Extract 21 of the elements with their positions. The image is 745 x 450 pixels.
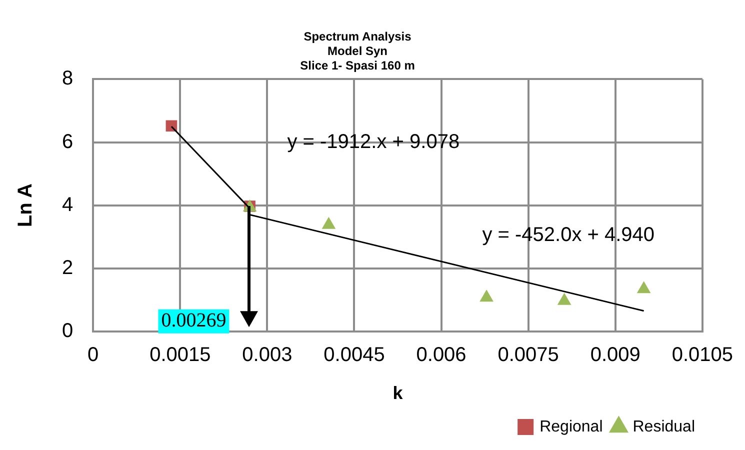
x-axis-title: k — [392, 383, 404, 404]
y-tick-label: 8 — [62, 68, 74, 90]
x-tick-label: 0.0105 — [672, 344, 733, 366]
x-tick-label: 0.009 — [590, 344, 640, 366]
x-tick-label: 0 — [88, 344, 99, 366]
annotation: y = -1912.x + 9.078 — [287, 130, 460, 153]
y-tick-label: 0 — [62, 320, 74, 342]
x-tick-label: 0.0015 — [150, 344, 211, 366]
x-tick-label: 0.003 — [242, 344, 292, 366]
y-tick-label: 4 — [62, 194, 74, 216]
y-tick-label: 2 — [62, 256, 74, 279]
chart-title: Spectrum Analysis Model Syn Slice 1- Spasi 160 m — [300, 30, 415, 72]
annotation: y = -452.0x + 4.940 — [482, 224, 655, 246]
y-axis-title: Ln A — [14, 183, 37, 228]
x-tick-label: 0.0075 — [498, 344, 559, 366]
x-tick-label: 0.006 — [416, 344, 466, 366]
ref-line-label: 0.00269 — [161, 310, 226, 332]
legend-label: Regional — [540, 418, 603, 436]
y-tick-label: 6 — [62, 130, 74, 153]
x-tick-label: 0.0045 — [324, 344, 385, 366]
legend-label: Residual — [632, 418, 696, 436]
